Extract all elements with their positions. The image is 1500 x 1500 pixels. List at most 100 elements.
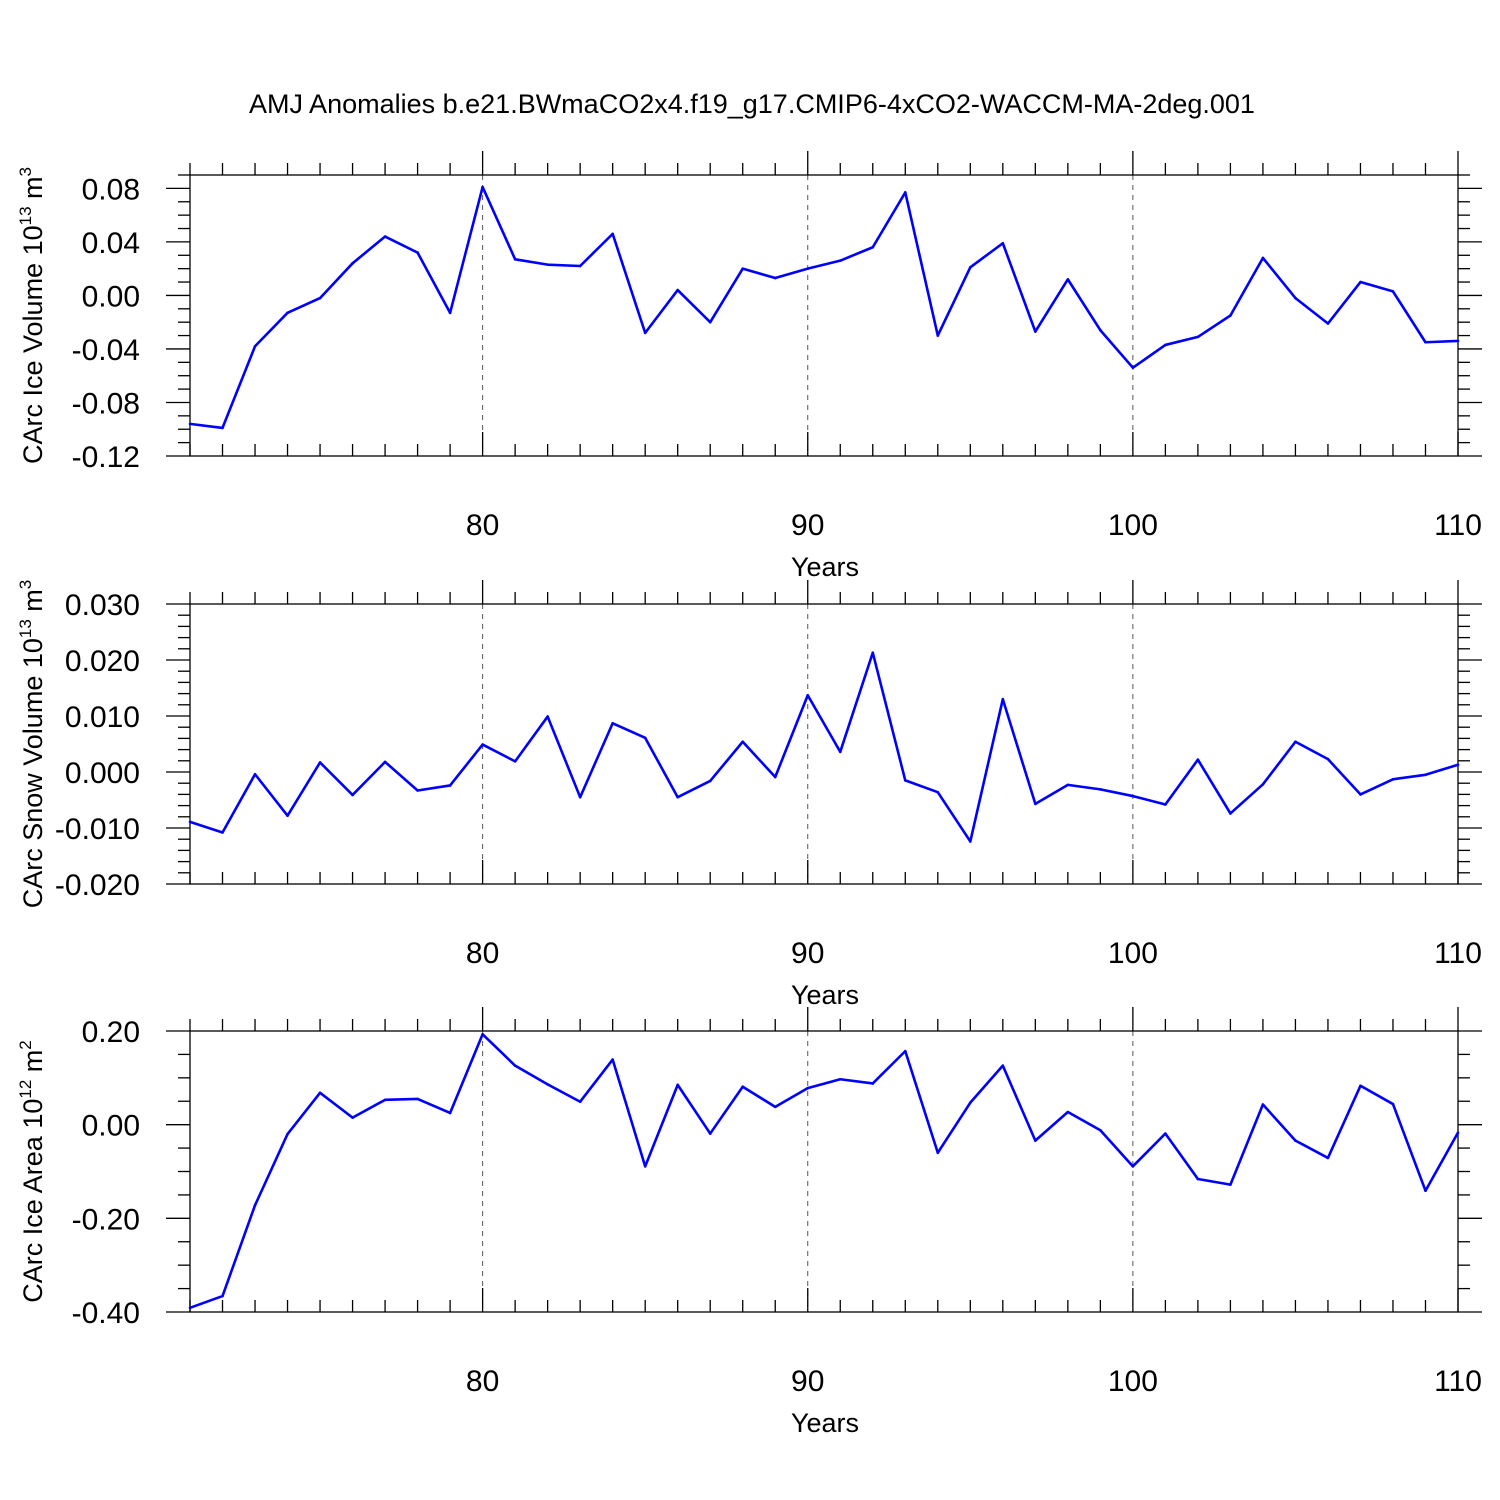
data-point-78 bbox=[416, 789, 419, 792]
x-axis-title: Years bbox=[791, 552, 859, 582]
data-point-97 bbox=[1034, 1139, 1037, 1142]
data-point-104 bbox=[1261, 256, 1265, 260]
data-point-84 bbox=[611, 1058, 614, 1061]
data-point-92 bbox=[871, 245, 875, 249]
y-axis-title-mid: m bbox=[18, 589, 48, 619]
data-point-92 bbox=[871, 651, 875, 655]
data-point-110 bbox=[1456, 1131, 1460, 1134]
data-point-72 bbox=[221, 1294, 224, 1298]
data-point-97 bbox=[1034, 802, 1037, 806]
data-point-89 bbox=[773, 276, 777, 280]
data-point-107 bbox=[1359, 1084, 1362, 1088]
y-tick-label-3: 0.00 bbox=[82, 280, 140, 313]
y-tick-label-4: 0.04 bbox=[82, 227, 140, 260]
data-point-91 bbox=[838, 750, 842, 754]
data-point-71 bbox=[188, 422, 192, 426]
data-point-74 bbox=[286, 311, 289, 315]
x-tick-label-100: 100 bbox=[1108, 509, 1158, 542]
data-point-76 bbox=[351, 262, 354, 265]
data-point-94 bbox=[936, 334, 940, 337]
data-point-71 bbox=[188, 1306, 192, 1310]
data-point-78 bbox=[416, 251, 419, 254]
data-point-100 bbox=[1131, 794, 1135, 798]
plot-frame bbox=[189, 603, 1459, 885]
x-tick-label-90: 90 bbox=[791, 509, 824, 542]
data-point-110 bbox=[1456, 339, 1460, 343]
data-point-91 bbox=[838, 1077, 842, 1081]
data-point-106 bbox=[1326, 1156, 1330, 1160]
data-point-84 bbox=[611, 721, 614, 725]
data-point-82 bbox=[546, 715, 549, 718]
data-point-73 bbox=[253, 344, 257, 348]
data-point-109 bbox=[1424, 773, 1427, 777]
data-point-77 bbox=[383, 1098, 387, 1102]
data-point-79 bbox=[448, 311, 452, 315]
data-point-109 bbox=[1424, 1189, 1427, 1193]
x-tick-label-80: 80 bbox=[466, 1365, 499, 1398]
y-tick-label-4: 0.020 bbox=[65, 645, 140, 678]
data-point-84 bbox=[611, 232, 614, 236]
data-point-105 bbox=[1294, 296, 1297, 300]
y-tick-label-5: 0.030 bbox=[65, 589, 140, 622]
data-point-90 bbox=[806, 693, 810, 697]
data-point-89 bbox=[773, 1105, 777, 1109]
y-axis-title: CArc Ice Area 1012 m2 bbox=[16, 1040, 48, 1303]
y-axis-title: CArc Snow Volume 1013 m3 bbox=[16, 580, 48, 909]
data-point-82 bbox=[546, 263, 549, 266]
panels: 80 90 100 110 -0.12 -0.08 -0.04 0.00 0.04 0.08 Yea… bbox=[16, 151, 1482, 1438]
data-point-83 bbox=[578, 1100, 582, 1104]
x-tick-label-110: 110 bbox=[1434, 937, 1482, 970]
data-point-74 bbox=[286, 1132, 289, 1136]
y-tick-label-0: -0.12 bbox=[72, 441, 140, 474]
data-point-98 bbox=[1066, 1110, 1070, 1114]
data-point-81 bbox=[513, 258, 517, 261]
x-tick-label-80: 80 bbox=[466, 937, 499, 970]
data-point-99 bbox=[1099, 1128, 1102, 1132]
data-point-106 bbox=[1326, 757, 1330, 761]
data-point-93 bbox=[903, 779, 907, 782]
data-point-85 bbox=[643, 1165, 647, 1168]
x-axis-title: Years bbox=[791, 1408, 859, 1438]
y-tick-label-3: 0.20 bbox=[82, 1016, 140, 1049]
panel-ice-volume: 80 90 100 110 -0.12 -0.08 -0.04 0.00 0.04 0.08 Yea… bbox=[16, 151, 1482, 582]
data-point-82 bbox=[546, 1083, 549, 1086]
data-point-102 bbox=[1196, 1177, 1200, 1181]
data-point-81 bbox=[513, 760, 517, 763]
data-point-98 bbox=[1066, 783, 1070, 787]
data-point-91 bbox=[838, 259, 842, 262]
data-point-72 bbox=[221, 426, 224, 430]
data-point-94 bbox=[936, 1151, 940, 1155]
data-point-80 bbox=[481, 743, 484, 746]
x-tick-label-110: 110 bbox=[1434, 509, 1482, 542]
data-point-98 bbox=[1066, 278, 1070, 281]
data-point-79 bbox=[448, 784, 452, 787]
y-tick-label-2: 0.000 bbox=[65, 757, 140, 790]
data-point-86 bbox=[676, 795, 679, 799]
data-point-88 bbox=[741, 740, 745, 744]
data-point-75 bbox=[318, 761, 322, 764]
data-point-90 bbox=[806, 1086, 810, 1090]
data-point-102 bbox=[1196, 758, 1200, 761]
data-point-96 bbox=[1001, 697, 1005, 701]
y-tick-label-1: -0.08 bbox=[72, 387, 140, 420]
data-point-105 bbox=[1294, 1139, 1297, 1142]
y-axis-title-exp2: 2 bbox=[16, 1040, 35, 1049]
data-point-76 bbox=[351, 1116, 354, 1119]
data-line-ice-area bbox=[189, 1032, 1460, 1310]
data-point-103 bbox=[1229, 812, 1232, 815]
data-point-83 bbox=[578, 264, 582, 268]
panel-ice-area: 80 90 100 110 -0.40 -0.20 0.00 0.20 Years CArc Ic… bbox=[16, 1007, 1482, 1438]
y-tick-label-0: -0.020 bbox=[55, 869, 140, 902]
data-point-104 bbox=[1261, 1103, 1265, 1106]
data-point-86 bbox=[676, 288, 679, 292]
y-axis-title-exp2: 3 bbox=[16, 580, 35, 589]
y-tick-label-1: -0.20 bbox=[72, 1203, 140, 1236]
y-tick-label-3: 0.010 bbox=[65, 701, 140, 734]
data-point-108 bbox=[1391, 290, 1395, 293]
data-point-83 bbox=[578, 795, 582, 799]
plot-frame bbox=[189, 174, 1459, 457]
y-axis-title-base: CArc Ice Area 10 bbox=[18, 1099, 48, 1303]
data-point-103 bbox=[1229, 1183, 1232, 1186]
y-axis-title-exp1: 13 bbox=[16, 206, 35, 225]
data-point-87 bbox=[708, 320, 712, 324]
